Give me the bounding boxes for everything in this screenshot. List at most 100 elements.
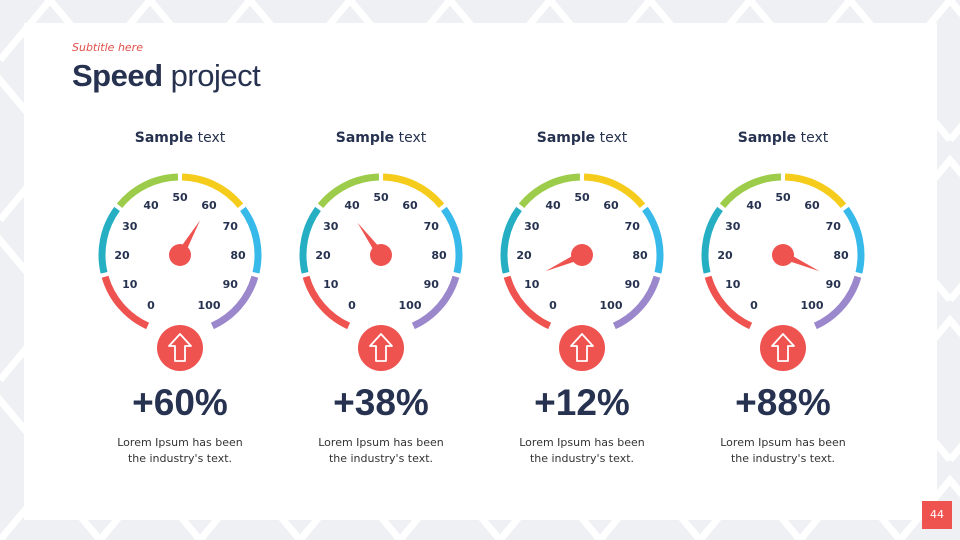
gauge-percent: +12% <box>534 382 630 423</box>
gauge-segment <box>441 206 463 274</box>
gauge-percent: +60% <box>132 382 228 423</box>
gauge-tick-label: 100 <box>801 299 824 312</box>
gauge-segment <box>518 173 581 209</box>
gauge-label: Sample text <box>80 130 280 152</box>
gauge-tick-label: 10 <box>725 278 741 291</box>
gauge-tick-label: 0 <box>750 299 758 312</box>
gauge-tick-label: 20 <box>315 249 331 262</box>
gauge-tick-label: 60 <box>804 199 820 212</box>
gauge-tick-label: 60 <box>201 199 217 212</box>
gauge-tick-label: 30 <box>323 220 339 233</box>
gauge-tick-label: 90 <box>223 278 239 291</box>
gauge-segment <box>116 173 179 209</box>
title-light: project <box>162 58 261 93</box>
gauge-description: Lorem Ipsum has been the industry's text… <box>318 436 444 465</box>
gauge-segment <box>411 275 460 330</box>
gauge-segment <box>813 275 862 330</box>
gauge-tick-label: 20 <box>516 249 532 262</box>
gauge-tick-label: 40 <box>545 199 561 212</box>
title-bold: Speed <box>72 58 163 93</box>
page-title: Speed project <box>72 58 261 94</box>
gauge-segment <box>642 206 664 274</box>
gauge-label-bold: Sample <box>335 130 395 146</box>
gauge-label-light: text <box>796 130 829 146</box>
pattern-line <box>897 474 960 540</box>
gauge-label-light: text <box>193 130 226 146</box>
gauge-tick-label: 70 <box>223 220 239 233</box>
gauge-card: Sample text 0 10 20 30 40 50 60 70 80 90 100 +60% … <box>80 130 280 470</box>
needle-hub <box>370 244 392 266</box>
gauge-segment <box>302 275 351 330</box>
gauge-label-bold: Sample <box>536 130 596 146</box>
gauge-segment <box>181 173 244 209</box>
gauge-tick-label: 60 <box>603 199 619 212</box>
gauge-segment <box>101 275 150 330</box>
gauge-tick-label: 70 <box>424 220 440 233</box>
needle-hub <box>169 244 191 266</box>
arrow-up-icon <box>358 325 404 371</box>
gauge-label: Sample text <box>281 130 481 152</box>
gauge-tick-label: 10 <box>122 278 138 291</box>
gauge-tick-label: 10 <box>524 278 540 291</box>
gauge-tick-label: 90 <box>625 278 641 291</box>
gauge-card: Sample text 0 10 20 30 40 50 60 70 80 90 100 +38% … <box>281 130 481 470</box>
pattern-line <box>947 442 960 463</box>
gauge-tick-label: 50 <box>574 191 590 204</box>
gauge-tick-label: 40 <box>143 199 159 212</box>
gauge-description: Lorem Ipsum has been the industry's text… <box>720 436 846 465</box>
gauge-segment <box>299 206 321 274</box>
gauge-tick-label: 30 <box>725 220 741 233</box>
gauge-tick-label: 60 <box>402 199 418 212</box>
subtitle: Subtitle here <box>72 41 143 54</box>
gauge-tick-label: 70 <box>625 220 641 233</box>
gauge-description: Lorem Ipsum has been the industry's text… <box>519 436 645 465</box>
gauge-tick-label: 20 <box>114 249 130 262</box>
gauge-card: Sample text 0 10 20 30 40 50 60 70 80 90 100 +12% … <box>482 130 682 470</box>
gauge-label-bold: Sample <box>737 130 797 146</box>
gauge-tick-label: 100 <box>399 299 422 312</box>
gauge-segment <box>210 275 259 330</box>
gauge-segment <box>382 173 445 209</box>
gauge-tick-label: 40 <box>746 199 762 212</box>
gauge-tick-label: 90 <box>826 278 842 291</box>
gauge-tick-label: 50 <box>172 191 188 204</box>
gauge-tick-label: 50 <box>775 191 791 204</box>
gauge-tick-label: 0 <box>348 299 356 312</box>
pattern-line <box>947 122 960 143</box>
gauge-tick-label: 100 <box>198 299 221 312</box>
gauge-tick-label: 80 <box>833 249 849 262</box>
gauge-tick-label: 30 <box>122 220 138 233</box>
gauge-label-light: text <box>394 130 427 146</box>
gauge-tick-label: 70 <box>826 220 842 233</box>
gauge-tick-label: 10 <box>323 278 339 291</box>
gauge-card: Sample text 0 10 20 30 40 50 60 70 80 90 100 +88% … <box>683 130 883 470</box>
arrow-up-icon <box>157 325 203 371</box>
gauge-label: Sample text <box>482 130 682 152</box>
gauge-percent: +38% <box>333 382 429 423</box>
gauge-label: Sample text <box>683 130 883 152</box>
gauge-percent: +88% <box>735 382 831 423</box>
gauge-tick-label: 40 <box>344 199 360 212</box>
gauge-segment <box>719 173 782 209</box>
gauge-segment <box>503 275 552 330</box>
gauge-tick-label: 80 <box>431 249 447 262</box>
gauge-segment <box>98 206 120 274</box>
gauge-segment <box>784 173 847 209</box>
gauge-tick-label: 80 <box>230 249 246 262</box>
gauge-segment <box>843 206 865 274</box>
gauge-tick-label: 20 <box>717 249 733 262</box>
gauge-tick-label: 0 <box>549 299 557 312</box>
gauge-segment <box>317 173 380 209</box>
gauge-segment <box>583 173 646 209</box>
gauge-tick-label: 80 <box>632 249 648 262</box>
gauge-segment <box>612 275 661 330</box>
gauge-tick-label: 90 <box>424 278 440 291</box>
arrow-up-icon <box>760 325 806 371</box>
gauge-segment <box>701 206 723 274</box>
gauge-tick-label: 50 <box>373 191 389 204</box>
gauge-segment <box>500 206 522 274</box>
pattern-line <box>947 282 960 303</box>
